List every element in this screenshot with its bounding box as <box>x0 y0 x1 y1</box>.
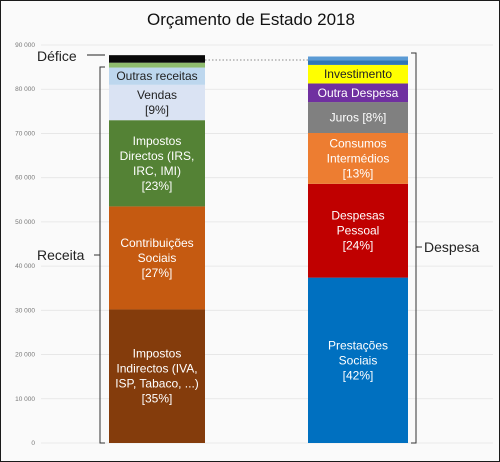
segment-label: Contribuições <box>120 236 193 250</box>
bar-segment-despesa <box>308 64 408 84</box>
bar-segment-receita <box>109 84 205 121</box>
bar-segment-receita <box>109 309 205 443</box>
segment-label: Impostos <box>133 347 182 361</box>
segment-label: Investimento <box>324 67 392 81</box>
segment-label: [13%] <box>343 166 374 180</box>
receita-bracket <box>99 66 105 444</box>
segment-label: Pessoal <box>337 224 380 238</box>
segment-label: Intermédios <box>327 151 390 165</box>
bar-segment-despesa <box>308 133 408 184</box>
segment-label: ISP, Tabaco, ...) <box>115 377 199 391</box>
segment-label: Impostos <box>133 134 182 148</box>
segment-label: Outras receitas <box>116 69 197 83</box>
y-tick-label: 40 000 <box>15 263 35 270</box>
y-tick-label: 50 000 <box>15 219 35 226</box>
y-tick-label: 80 000 <box>15 86 35 93</box>
segment-label: Consumos <box>329 136 386 150</box>
y-tick-label: 10 000 <box>15 396 35 403</box>
receita-label: Receita <box>37 247 85 263</box>
y-tick-label: 20 000 <box>15 352 35 359</box>
segment-label: IRC, IMI) <box>133 164 181 178</box>
y-tick-label: 0 <box>31 440 35 447</box>
segment-label: Despesas <box>331 209 384 223</box>
y-tick-label: 60 000 <box>15 175 35 182</box>
bar-segment-despesa <box>308 56 408 61</box>
bar-segment-despesa <box>308 83 408 103</box>
segment-label: [35%] <box>142 392 173 406</box>
bar-segment-receita <box>109 55 205 63</box>
bar-segment-despesa <box>308 102 408 134</box>
y-tick-label: 70 000 <box>15 130 35 137</box>
segment-label: Directos (IRS, <box>120 149 195 163</box>
segment-label: Sociais <box>339 353 378 367</box>
segment-label: [9%] <box>145 103 169 117</box>
segment-label: Prestações <box>328 338 388 352</box>
defice-label: Défice <box>37 48 77 64</box>
bar-segment-despesa <box>308 183 408 278</box>
segment-label: Juros [8%] <box>330 111 387 125</box>
bar-segment-receita <box>109 206 205 310</box>
segment-label: Vendas <box>137 88 177 102</box>
y-tick-label: 90 000 <box>15 42 35 49</box>
segment-label: Indirectos (IVA, <box>116 362 197 376</box>
bar-segment-receita <box>109 62 205 68</box>
bar-segment-despesa <box>308 277 408 443</box>
y-axis-ticks: 0 10 000 20 000 30 000 40 000 50 000 60 000 70 … <box>15 42 35 447</box>
segment-label: [42%] <box>343 368 374 382</box>
segment-label: Sociais <box>138 251 177 265</box>
segment-label: [23%] <box>142 179 173 193</box>
despesa-bracket <box>411 52 417 444</box>
bar-segment-despesa <box>308 60 408 65</box>
bar-segment-receita <box>109 67 205 85</box>
segment-label: [24%] <box>343 239 374 253</box>
segment-label: Outra Despesa <box>318 86 399 100</box>
segment-label: [27%] <box>142 266 173 280</box>
y-tick-label: 30 000 <box>15 307 35 314</box>
bar-segment-receita <box>109 120 205 207</box>
annotations: Défice Receita Despesa <box>37 48 479 444</box>
despesa-label: Despesa <box>424 239 479 255</box>
chart-title: Orçamento de Estado 2018 <box>147 10 355 29</box>
